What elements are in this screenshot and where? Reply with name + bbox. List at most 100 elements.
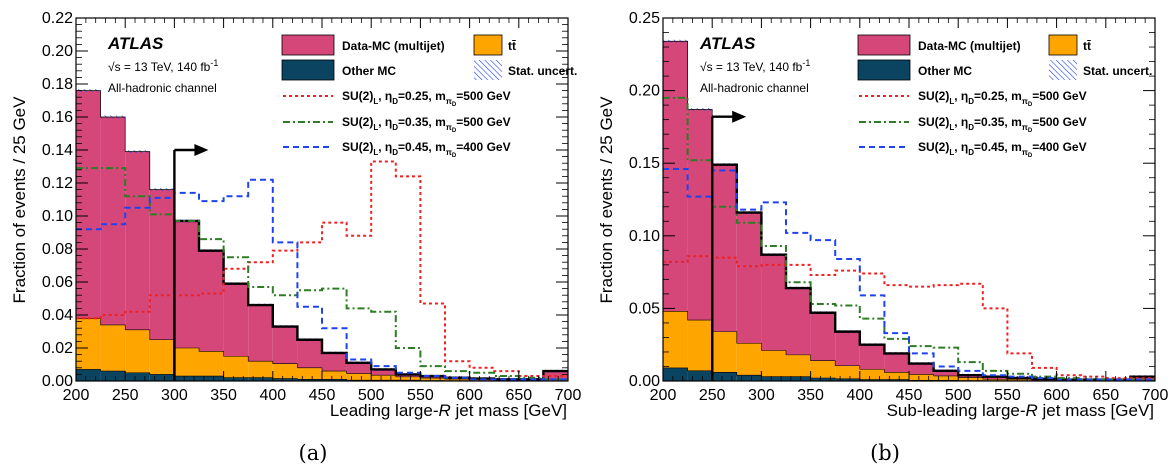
y-tick-label: 0.15 [629, 155, 660, 172]
bar-multijet [884, 353, 909, 373]
y-tick-label: 0.20 [629, 83, 660, 100]
bar-other-mc [322, 379, 347, 381]
x-tick-label: 550 [994, 387, 1021, 404]
legend-a: Data-MC (multijet) tt̄ Other MC Stat. un… [281, 34, 577, 159]
bar-multijet [371, 369, 396, 376]
bar-other-mc [786, 376, 811, 381]
bar-ttbar [371, 375, 396, 381]
bar-ttbar [76, 318, 101, 370]
x-tick-label: 400 [846, 387, 873, 404]
bar-multijet [100, 117, 126, 325]
bar-ttbar [248, 361, 273, 378]
bar-other-mc [149, 374, 175, 381]
bar-ttbar [420, 378, 445, 381]
x-tick-label: 700 [1142, 387, 1169, 404]
x-tick-label: 400 [259, 387, 286, 404]
selected-region-outline [173, 219, 568, 381]
panel-label-b: (b) [870, 441, 900, 465]
legend-label-eta035-b: SU(2)L, ηD=0.35, mπD=500 GeV [918, 115, 1087, 134]
bar-ttbar [786, 354, 811, 377]
panel-b: 200 250 300 350 400 450 500 550 600 650 700 0.00 0.0… [597, 10, 1168, 465]
legend-swatch-stat-a [474, 60, 502, 80]
bar-ttbar [297, 367, 322, 380]
x-tick-label: 200 [650, 387, 677, 404]
legend-swatch-othermc-b [857, 59, 911, 81]
bar-other-mc [810, 378, 836, 381]
legend-label-ttbar-a: tt̄ [508, 39, 516, 53]
legend-swatch-ttbar-a [473, 34, 503, 56]
y-tick-label: 0.02 [42, 340, 73, 357]
bar-other-mc [761, 376, 786, 381]
bar-ttbar [346, 373, 372, 381]
bar-multijet [736, 212, 762, 344]
bar-other-mc [736, 375, 762, 381]
legend-label-eta045-b: SU(2)L, ηD=0.45, mπD=400 GeV [918, 140, 1087, 159]
bar-multijet [859, 344, 885, 370]
bar-ttbar [859, 369, 885, 380]
bar-ttbar [761, 350, 786, 377]
bar-multijet [125, 151, 150, 330]
x-tick-label: 350 [797, 387, 824, 404]
bar-ttbar [663, 311, 688, 368]
x-tick-label: 500 [945, 387, 972, 404]
atlas-label-b: ATLAS [699, 34, 756, 53]
y-tick-label: 0.20 [42, 43, 73, 60]
bar-multijet [297, 339, 322, 368]
bar-other-mc [248, 377, 273, 381]
x-tick-label: 300 [161, 387, 188, 404]
legend-swatch-othermc-a [281, 59, 335, 81]
bar-multijet [810, 312, 836, 361]
ticks-b: 200 250 300 350 400 450 500 550 600 650 700 0.00 0.0… [629, 10, 1169, 404]
panel-label-a: (a) [299, 441, 328, 465]
bar-multijet [835, 331, 860, 366]
x-tick-label: 250 [699, 387, 726, 404]
energy-text-b: √s = 13 TeV, 140 fb-1 [700, 58, 810, 74]
y-tick-label: 0.05 [629, 300, 660, 317]
x-axis-label-a: Leading large-R jet mass [GeV] [330, 401, 567, 420]
bar-ttbar [395, 376, 421, 381]
bar-ttbar [712, 331, 737, 373]
y-tick-label: 0.08 [42, 241, 73, 258]
bar-ttbar [1007, 379, 1032, 381]
bar-multijet [199, 250, 224, 352]
channel-text-b: All-hadronic channel [700, 81, 809, 95]
bar-ttbar [909, 374, 934, 381]
legend-swatch-multijet-a [281, 34, 335, 56]
bar-multijet [149, 189, 175, 340]
bar-multijet [322, 352, 347, 372]
bar-ttbar [445, 379, 470, 381]
bar-multijet [786, 288, 811, 355]
bar-ttbar [810, 360, 836, 379]
x-tick-label: 600 [456, 387, 483, 404]
bar-other-mc [199, 376, 224, 381]
signal-line-eta045 [76, 178, 568, 381]
signal-line-eta025 [76, 160, 568, 378]
y-axis-label-b: Fraction of events / 25 GeV [597, 96, 616, 304]
y-tick-label: 0.22 [42, 10, 73, 27]
x-tick-label: 300 [748, 387, 775, 404]
y-axis-label-a: Fraction of events / 25 GeV [10, 96, 29, 304]
bar-ttbar [884, 372, 909, 380]
energy-text-a: √s = 13 TeV, 140 fb-1 [108, 58, 218, 74]
legend-label-eta025-b: SU(2)L, ηD=0.25, mπD=500 GeV [918, 89, 1087, 108]
bar-other-mc [174, 376, 199, 381]
bar-ttbar [223, 356, 249, 378]
bar-other-mc [100, 371, 126, 381]
bar-other-mc [125, 372, 150, 381]
bar-multijet [223, 283, 249, 357]
y-tick-label: 0.06 [42, 274, 73, 291]
bar-other-mc [835, 378, 860, 381]
x-tick-label: 250 [112, 387, 139, 404]
bar-ttbar [958, 377, 983, 381]
x-tick-label: 650 [505, 387, 532, 404]
legend-b: Data-MC (multijet) tt̄ Other MC Stat. un… [857, 34, 1152, 159]
cut-arrow-head [732, 110, 747, 123]
legend-swatch-multijet-b [857, 34, 911, 56]
y-tick-label: 0.14 [42, 142, 73, 159]
x-tick-label: 350 [210, 387, 237, 404]
legend-label-stat-a: Stat. uncert. [508, 64, 577, 78]
y-tick-label: 0.12 [42, 175, 73, 192]
bar-other-mc [76, 369, 101, 381]
cut-arrow-head [194, 144, 209, 156]
bar-multijet [909, 363, 934, 375]
